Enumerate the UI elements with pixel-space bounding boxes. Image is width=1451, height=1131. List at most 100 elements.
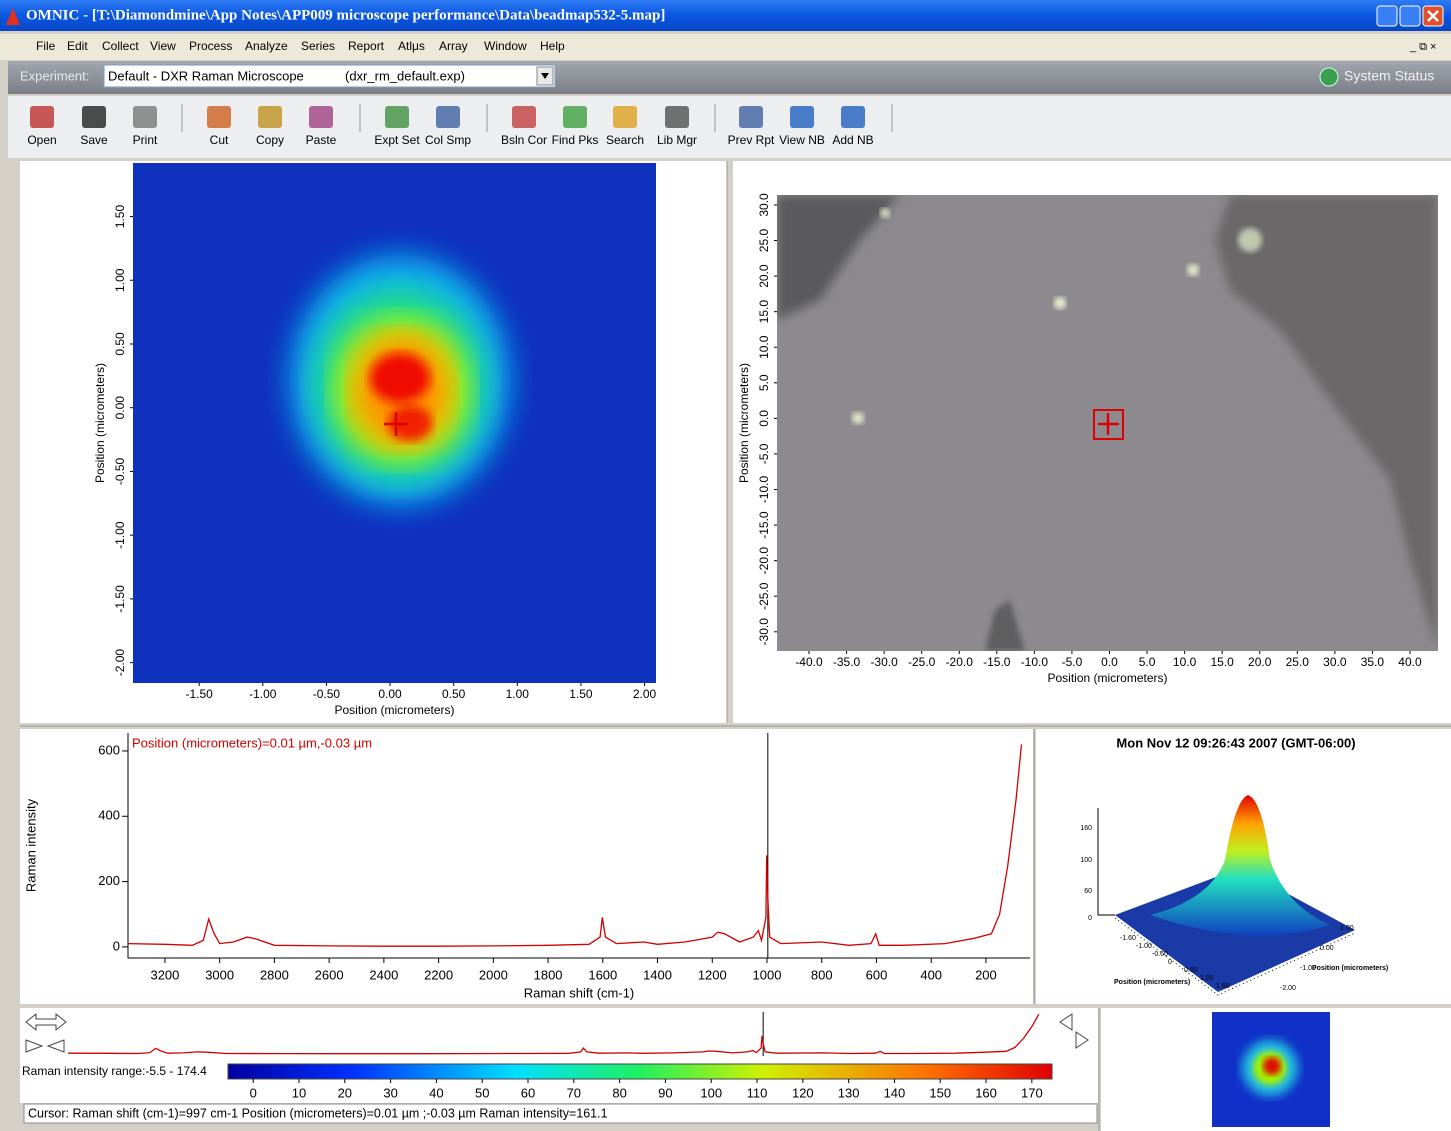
status-text: Cursor: Raman shift (cm-1)=997 cm-1 Posi… [28,1106,608,1120]
colorbar [228,1064,1052,1079]
colorbar-tick-label: 20 [338,1085,352,1100]
menu-item[interactable]: View [150,39,176,53]
y-axis-label: Raman intensity [23,798,38,892]
tool-icon[interactable] [82,106,106,128]
x-tick-label: -0.60 [1152,951,1168,958]
y-tick-label: 20.0 [757,264,771,288]
x-tick-label: 1.60 [1216,983,1230,990]
y-tick-label: 200 [98,873,120,888]
y-tick-label: 0 [113,938,120,953]
x-tick-label: 1.00 [506,687,530,701]
system-status[interactable]: System Status [1344,68,1434,84]
tool-icon[interactable] [563,106,587,128]
x-tick-label: 1600 [588,967,617,982]
colorbar-tick-label: 150 [929,1085,951,1100]
menu-item[interactable]: Process [189,39,232,53]
minimize-button[interactable] [1377,6,1397,26]
x-tick-label: 35.0 [1361,655,1385,669]
x-tick-label: -1.60 [1120,935,1136,942]
x-tick-label: 3200 [150,967,179,982]
status-icon [1320,68,1338,86]
tool-label[interactable]: Copy [256,133,284,147]
x-tick-label: -1.50 [185,687,213,701]
tool-icon[interactable] [739,106,763,128]
maximize-button[interactable] [1400,6,1420,26]
x-tick-label: 2600 [315,967,344,982]
tool-icon[interactable] [133,106,157,128]
tool-icon[interactable] [309,106,333,128]
tool-label[interactable]: Print [133,133,158,147]
tool-label[interactable]: Save [80,133,108,147]
tool-label[interactable]: Paste [306,133,337,147]
tool-icon[interactable] [613,106,637,128]
y-tick-label: 400 [98,808,120,823]
y-tick-label: 0.00 [113,396,127,420]
menu-item[interactable]: Series [301,39,335,53]
x-tick-label: 15.0 [1210,655,1234,669]
tool-label[interactable]: Find Pks [552,133,599,147]
annotation: Position (micrometers)=0.01 µm,-0.03 µm [132,735,372,750]
tool-icon[interactable] [841,106,865,128]
tool-icon[interactable] [30,106,54,128]
x-tick-label: -15.0 [983,655,1011,669]
y-tick-label: 1.50 [113,205,127,229]
x-tick-label: 5.0 [1139,655,1156,669]
colorbar-tick-label: 110 [747,1085,768,1100]
tool-label[interactable]: Bsln Cor [501,133,547,147]
y-tick-label: 600 [98,742,120,757]
tool-label[interactable]: Open [27,133,56,147]
tool-icon[interactable] [258,106,282,128]
tool-icon[interactable] [665,106,689,128]
x-tick-label: 2200 [424,967,453,982]
menu-item[interactable]: Report [348,39,385,53]
tool-label[interactable]: Prev Rpt [728,133,775,147]
y-tick-label: 0.00 [1320,945,1334,952]
colorbar-tick-label: 30 [383,1085,397,1100]
tool-label[interactable]: Lib Mgr [657,133,697,147]
x-tick-label: 800 [811,967,833,982]
z-tick-label: 0 [1088,915,1092,922]
tool-icon[interactable] [436,106,460,128]
menu-item[interactable]: Atlμs [398,39,425,53]
x-tick-label: 1.50 [569,687,593,701]
menu-item[interactable]: File [36,39,56,53]
menu-item[interactable]: Analyze [245,39,288,53]
tool-label[interactable]: View NB [779,133,825,147]
colorbar-tick-label: 160 [975,1085,997,1100]
tool-label[interactable]: Search [606,133,644,147]
surface-title: Mon Nov 12 09:26:43 2007 (GMT-06:00) [1116,735,1355,750]
x-axis-label: Position (micrometers) [1047,671,1167,685]
menu-item[interactable]: Edit [67,39,88,53]
spectrum-pane [20,729,1033,1004]
mdi-controls[interactable]: _ ⧉ × [1409,41,1437,53]
menu-item[interactable]: Help [540,39,565,53]
y-tick-label: -1.50 [113,585,127,613]
x-axis-label: Position (micrometers) [334,703,454,717]
colorbar-tick-label: 100 [700,1085,722,1100]
thumbnail-blobs [1242,1040,1298,1096]
tool-label[interactable]: Cut [210,133,229,147]
menu-item[interactable]: Collect [102,39,139,53]
colorbar-tick-label: 80 [612,1085,626,1100]
colorbar-tick-label: 0 [250,1085,257,1100]
y-tick-label: 0.0 [757,410,771,427]
tool-icon[interactable] [207,106,231,128]
x-tick-label: 1800 [534,967,563,982]
tool-label[interactable]: Expt Set [374,133,420,147]
x-tick-label: -30.0 [870,655,898,669]
x-tick-label: 2800 [260,967,289,982]
x-tick-label: 2400 [369,967,398,982]
tool-label[interactable]: Add NB [832,133,873,147]
experiment-value: Default - DXR Raman Microscope [108,68,304,83]
tool-label[interactable]: Col Smp [425,133,471,147]
x-tick-label: 0.00 [378,687,402,701]
colorbar-tick-label: 140 [884,1085,906,1100]
x-tick-label: -5.0 [1062,655,1083,669]
menu-item[interactable]: Array [439,39,468,53]
tool-icon[interactable] [790,106,814,128]
tool-icon[interactable] [512,106,536,128]
y-tick-label: 1.00 [1340,925,1354,932]
x-tick-label: -20.0 [946,655,974,669]
menu-item[interactable]: Window [484,39,527,53]
tool-icon[interactable] [385,106,409,128]
